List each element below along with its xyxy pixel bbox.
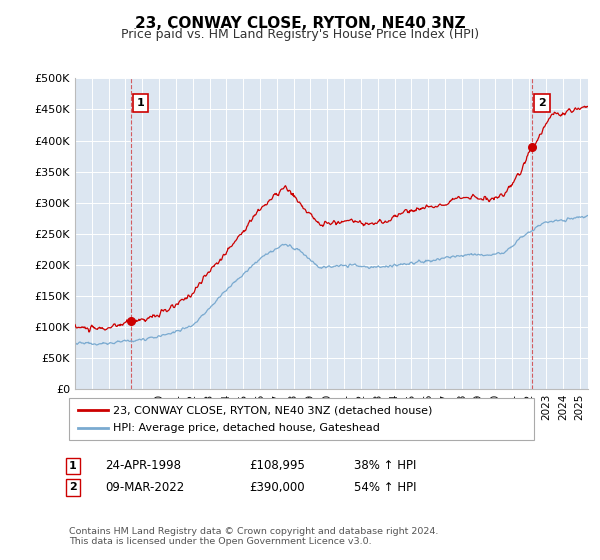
Text: 1: 1 [69,461,77,471]
Text: £108,995: £108,995 [249,459,305,473]
Text: HPI: Average price, detached house, Gateshead: HPI: Average price, detached house, Gate… [113,423,380,433]
Text: £390,000: £390,000 [249,480,305,494]
Text: 2: 2 [69,482,77,492]
Text: 24-APR-1998: 24-APR-1998 [105,459,181,473]
Text: 54% ↑ HPI: 54% ↑ HPI [354,480,416,494]
Text: Price paid vs. HM Land Registry's House Price Index (HPI): Price paid vs. HM Land Registry's House … [121,28,479,41]
Text: 38% ↑ HPI: 38% ↑ HPI [354,459,416,473]
Text: 2: 2 [538,98,546,108]
Text: 1: 1 [136,98,144,108]
Text: 23, CONWAY CLOSE, RYTON, NE40 3NZ: 23, CONWAY CLOSE, RYTON, NE40 3NZ [134,16,466,31]
Text: Contains HM Land Registry data © Crown copyright and database right 2024.
This d: Contains HM Land Registry data © Crown c… [69,526,439,546]
Text: 09-MAR-2022: 09-MAR-2022 [105,480,184,494]
Text: 23, CONWAY CLOSE, RYTON, NE40 3NZ (detached house): 23, CONWAY CLOSE, RYTON, NE40 3NZ (detac… [113,405,432,415]
